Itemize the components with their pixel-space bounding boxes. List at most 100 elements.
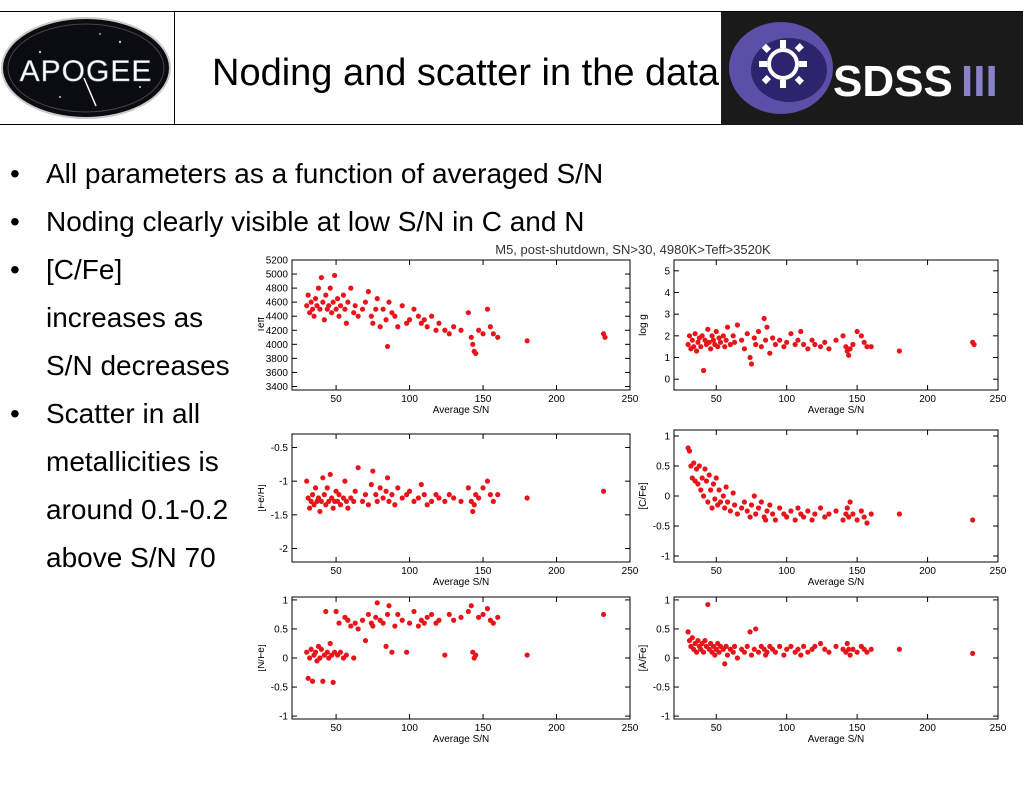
x-tick-label: 150 [475,566,492,577]
data-point [788,331,794,337]
data-point [731,502,738,508]
data-point [843,344,849,350]
data-point [705,601,711,608]
data-point [399,495,405,501]
apogee-sdss-mark: SDSS III [135,108,158,114]
y-tick-label: -1 [279,712,288,723]
data-point [861,514,867,520]
data-point [792,517,798,523]
data-point [854,517,860,523]
data-point [308,498,314,504]
data-point [812,511,818,517]
data-point [731,339,738,345]
x-tick-label: 200 [548,723,565,734]
scatter-figure: M5, post-shutdown, SN>30, 4980K>Teff>352… [256,242,1007,745]
y-tick-label: 0.5 [274,624,288,635]
scatter-panel-feh: 50 100 150 200 250 -0.5 -1 -1.5 -2 Average S/N [Fe… [256,433,639,588]
data-point [896,511,902,517]
y-axis-label: log g [638,314,649,336]
data-point [470,341,476,347]
data-point [340,292,347,298]
data-point [383,317,389,323]
data-point [600,488,607,494]
data-point [406,620,413,626]
data-point [702,466,708,472]
data-point [345,617,351,623]
y-tick-label: 4 [664,288,670,299]
data-point [744,508,750,514]
data-point [730,649,736,655]
data-point [307,655,313,661]
data-point [380,620,386,626]
data-point [418,481,424,488]
data-point [706,472,712,478]
data-point [850,646,856,652]
data-point [801,514,807,520]
x-tick-label: 100 [401,394,418,405]
data-point [365,611,372,618]
bullet-continuation: around 0.1-0.2 [46,494,229,525]
data-point [480,331,486,337]
x-tick-label: 50 [711,394,723,405]
data-point [362,637,369,644]
data-point [359,306,366,312]
x-tick-label: 250 [622,566,639,577]
data-point [473,350,479,357]
data-point [844,640,850,647]
sun-gear-icon [759,40,807,88]
data-point [326,303,332,309]
data-point [421,492,427,498]
data-point [305,675,311,681]
data-point [333,306,339,312]
data-point [436,617,442,623]
data-point [458,614,464,620]
data-point [386,603,392,609]
data-point [392,623,398,629]
data-point [758,499,764,505]
data-point [700,493,707,499]
data-point [415,623,421,629]
x-tick-label: 250 [622,394,639,405]
data-point [847,499,853,505]
data-point [781,344,787,350]
data-point [822,339,828,345]
data-point [817,505,824,511]
data-point [305,495,311,501]
data-point [689,337,695,343]
data-point [311,313,317,319]
data-point [744,643,750,649]
bullet-item: • Scatter in all [10,390,603,438]
data-point [693,348,700,354]
data-point [805,346,811,352]
data-point [309,678,316,684]
data-point [304,478,310,484]
x-axis-label: Average S/N [433,405,490,416]
x-tick-label: 250 [622,723,639,734]
data-point [833,643,839,649]
data-point [723,337,729,343]
data-point [406,488,413,494]
data-point [846,646,852,652]
data-point [734,655,740,661]
plot-frame [673,259,999,391]
bullet-dot: • [10,206,20,237]
data-point [826,346,832,352]
data-point [708,487,714,493]
data-point [833,337,839,343]
data-point [896,348,902,354]
x-axis-label: Average S/N [433,734,490,745]
y-axis-label: [A/Fe] [638,644,649,671]
data-point [846,352,852,358]
data-point [762,517,769,523]
data-point [374,296,380,302]
data-point [337,502,344,508]
data-point [468,334,474,340]
x-tick-label: 150 [849,566,866,577]
data-point [480,485,486,491]
data-point [702,637,708,644]
data-point [373,614,379,620]
data-point [330,505,336,511]
data-point [336,313,342,319]
y-tick-label: 4600 [266,298,289,309]
data-point [442,652,448,658]
